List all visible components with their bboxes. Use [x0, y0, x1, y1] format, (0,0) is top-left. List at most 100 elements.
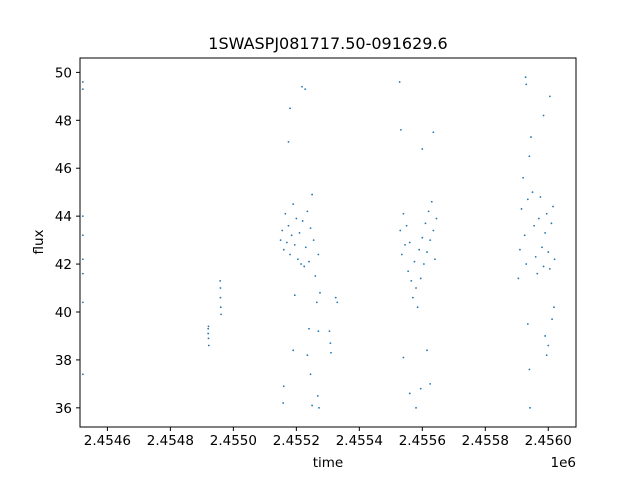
data-point [422, 263, 425, 265]
data-point [410, 279, 413, 282]
data-point [309, 227, 312, 230]
data-point [419, 277, 422, 280]
data-point [81, 301, 84, 304]
data-point [329, 342, 332, 345]
data-point [534, 255, 537, 258]
x-tick-label: 2.4558 [462, 433, 509, 449]
data-point [207, 337, 210, 340]
data-point [551, 318, 553, 321]
y-tick-label: 36 [55, 401, 72, 417]
data-point [295, 217, 298, 220]
data-point [519, 248, 521, 251]
x-axis: 2.4546 2.4548 2.4550 2.4552 2.4554 2.4556 2.45… [84, 427, 572, 449]
data-point [81, 81, 84, 83]
data-point [541, 246, 543, 249]
y-tick-label: 48 [55, 113, 72, 129]
data-point [547, 344, 550, 347]
data-point [542, 265, 545, 268]
data-point [301, 220, 304, 222]
data-point [426, 349, 428, 352]
x-tick-label: 2.4554 [336, 433, 383, 449]
data-point [429, 239, 432, 242]
data-point [311, 404, 313, 407]
data-point [287, 140, 290, 143]
data-point [413, 260, 416, 263]
data-point [536, 272, 539, 275]
data-point [421, 236, 424, 239]
data-point [552, 205, 554, 208]
data-point [81, 373, 84, 376]
data-point [314, 275, 317, 277]
data-point [525, 83, 528, 86]
data-point [542, 114, 545, 117]
data-point [303, 265, 306, 268]
data-point [281, 229, 284, 232]
y-tick-label: 46 [55, 161, 72, 177]
data-point [219, 279, 222, 282]
data-point [311, 193, 313, 196]
data-point [316, 394, 319, 397]
data-point [539, 196, 542, 198]
data-point [81, 272, 84, 275]
data-point [219, 287, 222, 289]
data-point [293, 244, 296, 246]
data-point [282, 402, 285, 404]
y-axis-label: flux [31, 229, 47, 254]
plot-frame [79, 57, 577, 428]
data-point [418, 248, 421, 251]
data-point [306, 210, 309, 213]
x-tick-label: 2.4560 [525, 433, 572, 449]
data-point [219, 296, 222, 299]
data-point [553, 258, 556, 261]
data-point [334, 296, 337, 299]
data-point [528, 155, 531, 158]
data-point [408, 392, 411, 395]
data-point [432, 131, 435, 134]
data-point [529, 406, 531, 409]
data-point [531, 191, 534, 194]
data-point [312, 239, 315, 242]
data-point [290, 234, 293, 237]
data-point [548, 95, 551, 98]
data-point [297, 258, 299, 261]
data-point [286, 241, 288, 244]
y-tick-label: 40 [55, 305, 72, 321]
data-point [526, 198, 529, 201]
data-point [81, 88, 84, 91]
data-point [304, 88, 307, 91]
data-point [81, 234, 84, 237]
y-tick-label: 38 [55, 353, 72, 369]
data-point [434, 258, 436, 261]
data-point [429, 382, 432, 385]
data-point [315, 301, 318, 304]
data-point [544, 232, 547, 234]
data-point [336, 301, 339, 304]
x-axis-label: time [313, 455, 344, 471]
data-point [207, 344, 210, 347]
data-point [282, 385, 285, 388]
data-point [301, 85, 303, 88]
data-point [328, 330, 331, 333]
data-point [300, 263, 302, 265]
data-point [220, 313, 222, 316]
data-point [405, 224, 408, 227]
data-point [415, 287, 417, 289]
data-point [400, 128, 402, 131]
x-tick-label: 2.4548 [147, 433, 194, 449]
data-point [547, 251, 550, 253]
y-tick-label: 42 [55, 257, 72, 273]
data-point [537, 217, 540, 220]
data-point [435, 217, 438, 220]
data-point [427, 210, 430, 213]
data-point [404, 244, 406, 246]
data-point [219, 306, 222, 309]
data-point [544, 335, 547, 337]
data-point [402, 356, 405, 359]
data-point [317, 330, 320, 333]
data-point [306, 354, 309, 357]
x-tick-label: 2.4556 [399, 433, 446, 449]
data-point [517, 277, 520, 280]
data-point [524, 76, 527, 79]
data-point [522, 176, 524, 179]
data-point [525, 263, 528, 265]
